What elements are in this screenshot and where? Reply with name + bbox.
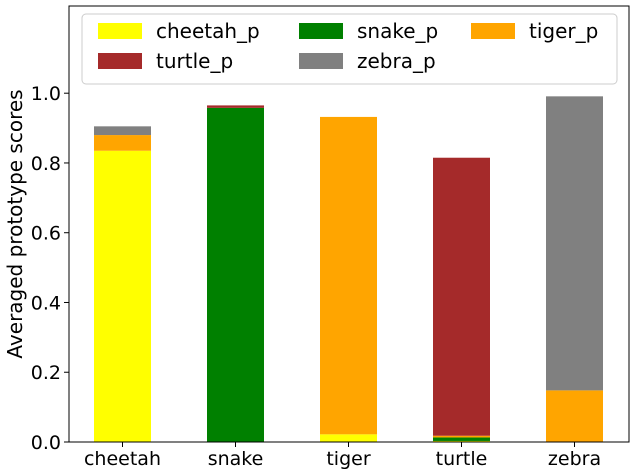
- y-tick-label: 0.2: [31, 362, 61, 384]
- y-axis: 0.0 0.2 0.4 0.6 0.8 1.0: [31, 83, 69, 454]
- legend-swatch-cheetah-p: [98, 23, 142, 39]
- legend-swatch-turtle-p: [98, 53, 142, 69]
- legend: cheetah_p snake_p tiger_p turtle_p zebra_p: [81, 13, 618, 85]
- legend-label-tiger-p: tiger_p: [529, 19, 598, 43]
- y-tick-label: 0.6: [31, 223, 61, 245]
- y-tick-label: 0.0: [31, 432, 61, 454]
- plot-frame: [68, 5, 630, 443]
- bar-snake-turtle-p: [207, 105, 264, 108]
- legend-swatch-tiger-p: [471, 23, 515, 39]
- x-tick-label-cheetah: cheetah: [84, 448, 161, 470]
- x-tick-label-zebra: zebra: [548, 448, 601, 470]
- bar-turtle-snake-p: [433, 437, 490, 441]
- bar-tiger-cheetah-p: [320, 434, 377, 442]
- bar-tiger-tiger-p: [320, 116, 377, 435]
- bar-cheetah-tiger-p: [94, 135, 151, 151]
- x-tick-label-turtle: turtle: [436, 448, 488, 470]
- x-tick-label-tiger: tiger: [326, 448, 370, 470]
- bar-zebra-zebra-p: [546, 96, 603, 391]
- legend-label-snake-p: snake_p: [357, 19, 438, 43]
- x-tick-label-snake: snake: [208, 448, 264, 470]
- legend-label-cheetah-p: cheetah_p: [156, 19, 260, 43]
- legend-swatch-zebra-p: [299, 53, 343, 69]
- y-axis-label: Averaged prototype scores: [3, 89, 27, 358]
- legend-label-turtle-p: turtle_p: [156, 49, 233, 73]
- bar-snake-snake-p: [207, 107, 264, 442]
- bar-turtle-turtle-p: [433, 157, 490, 436]
- bars-layer: [94, 96, 603, 442]
- bar-turtle-tiger-p: [433, 435, 490, 438]
- bar-zebra-tiger-p: [546, 390, 603, 442]
- bar-turtle-cheetah-p: [433, 440, 490, 442]
- bar-cheetah-zebra-p: [94, 126, 151, 136]
- legend-label-zebra-p: zebra_p: [357, 49, 436, 73]
- y-tick-label: 0.8: [31, 153, 61, 175]
- y-tick-label: 1.0: [31, 83, 61, 105]
- bar-cheetah-cheetah-p: [94, 150, 151, 442]
- y-tick-label: 0.4: [31, 292, 61, 314]
- legend-swatch-snake-p: [299, 23, 343, 39]
- x-axis: cheetah snake tiger turtle zebra: [84, 442, 601, 470]
